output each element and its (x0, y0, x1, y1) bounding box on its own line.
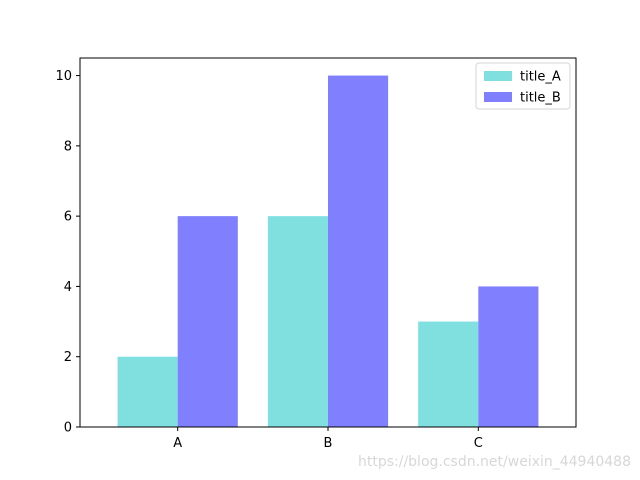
legend-swatch (484, 92, 512, 102)
y-tick-label: 2 (64, 350, 72, 365)
y-tick-label: 10 (55, 69, 72, 84)
y-tick-label: 0 (64, 421, 72, 436)
bar-title_A-C (418, 321, 479, 427)
legend-label: title_B (520, 91, 561, 106)
x-tick-label: C (474, 436, 483, 451)
legend-label: title_A (520, 70, 561, 85)
bar-title_B-B (328, 75, 389, 428)
legend-swatch (484, 71, 512, 81)
y-tick-label: 4 (64, 280, 72, 295)
watermark: https://blog.csdn.net/weixin_44940488 (357, 454, 631, 470)
bars-group (117, 75, 539, 428)
bar-title_A-A (117, 356, 178, 427)
y-tick-label: 6 (64, 210, 72, 225)
axes-group: 0 2 4 6 8 10 A B C (55, 57, 577, 451)
x-tick-label: B (324, 436, 333, 451)
bar-title_A-B (267, 216, 328, 427)
y-tick-label: 8 (64, 139, 72, 154)
legend: title_A title_B (475, 62, 571, 110)
bar-title_B-A (177, 216, 238, 427)
x-tick-label: A (173, 436, 182, 451)
bar-title_B-C (478, 286, 539, 427)
